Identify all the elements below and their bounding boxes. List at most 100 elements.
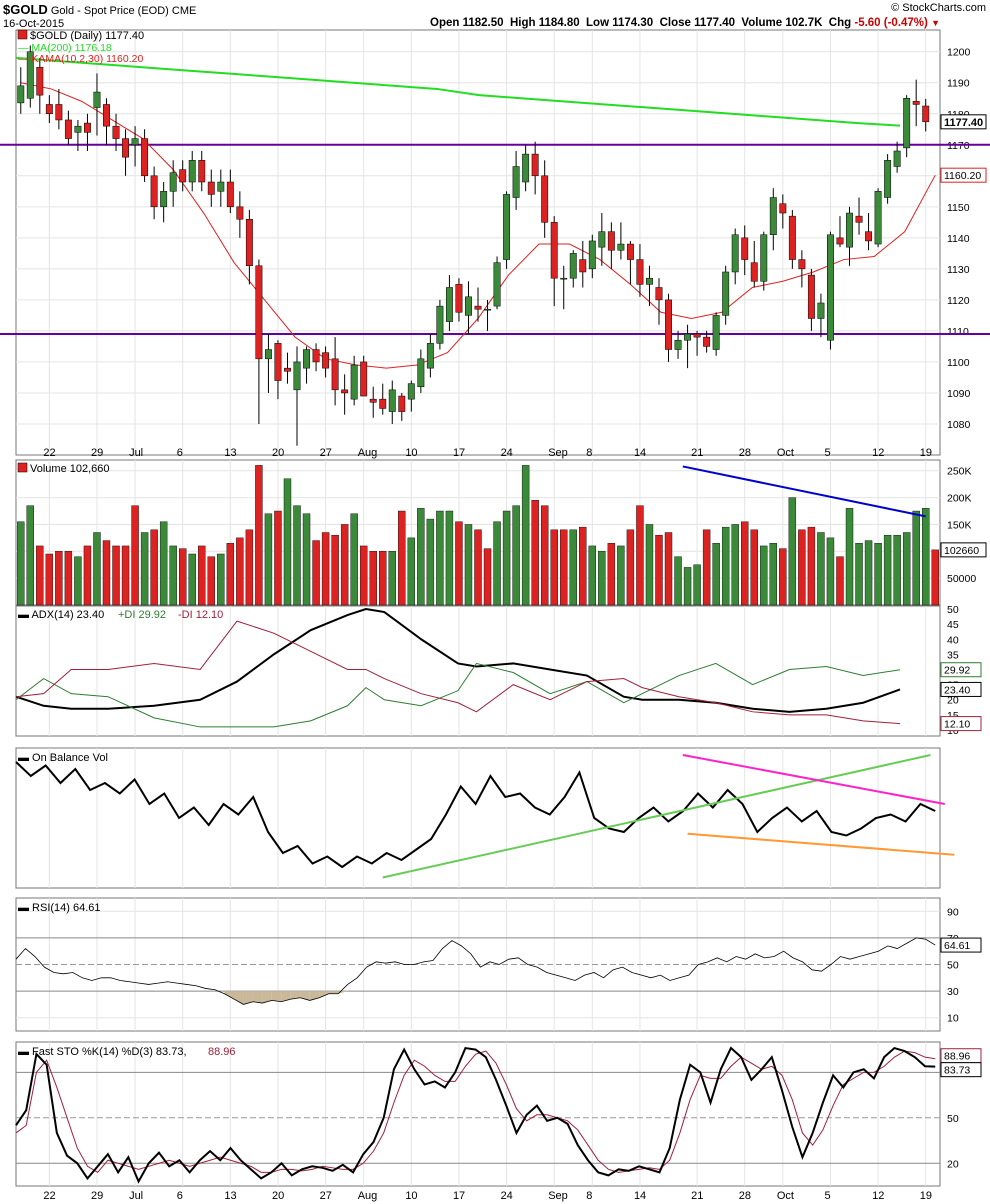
volume-bar <box>588 545 597 606</box>
adx-tick-label: 45 <box>947 619 959 631</box>
candle-body <box>160 191 168 208</box>
candle-body <box>388 389 396 412</box>
volume-bar <box>521 465 530 606</box>
candle-body <box>836 237 844 245</box>
volume-bar <box>617 545 625 606</box>
volume-bar <box>626 529 635 606</box>
volume-bar <box>264 513 273 606</box>
adx-last-box <box>940 716 982 732</box>
volume-bar <box>598 551 606 606</box>
volume-bar <box>74 556 82 606</box>
x-tick-label: 13 <box>224 447 236 459</box>
price-tick-label: 1120 <box>947 295 970 307</box>
x-tick-label: Oct <box>777 447 794 459</box>
volume-bar <box>455 521 463 606</box>
adx-line <box>15 607 901 713</box>
rsi-tick-label: 30 <box>947 986 959 998</box>
candle-body <box>503 194 511 260</box>
candle-body <box>827 234 834 341</box>
obv-line <box>15 761 936 869</box>
volume-bar <box>407 537 416 606</box>
candle-body <box>884 160 892 198</box>
volume-bar <box>721 526 730 606</box>
candle-body <box>693 333 701 338</box>
volume-bar <box>64 551 73 606</box>
sto-last-label: 88.96 <box>944 1051 970 1063</box>
volume-bar <box>750 529 758 606</box>
low-value: 1174.30 <box>612 17 654 29</box>
adx-last-box <box>940 681 982 697</box>
volume-bar <box>779 548 787 606</box>
bottom-x-tick-label: 29 <box>91 1190 103 1202</box>
candle-body <box>712 315 720 350</box>
volume-bar <box>883 534 892 606</box>
x-tick-label: Jul <box>129 447 143 459</box>
volume-bar <box>636 505 644 606</box>
panel-frame-adx <box>15 605 941 737</box>
bottom-x-tick-label: 28 <box>739 1190 751 1202</box>
adx-tick-label: 15 <box>947 710 959 722</box>
candle-body <box>341 389 349 394</box>
volume-bar <box>140 532 149 606</box>
volume-bar <box>388 551 396 606</box>
candle-body <box>445 287 453 322</box>
candle-body <box>493 262 501 307</box>
kama-last-box <box>940 167 987 183</box>
candle-body <box>207 181 215 195</box>
volume-bar <box>655 534 663 606</box>
bottom-x-tick-label: 5 <box>824 1190 830 1202</box>
candle-body <box>798 259 806 270</box>
sto-d-legend: 88.96 <box>208 1046 236 1058</box>
candle-body <box>188 160 196 183</box>
candle-body <box>817 302 825 319</box>
volume-bar <box>340 524 349 606</box>
x-tick-label: 28 <box>739 447 751 459</box>
volume-bar <box>817 532 825 606</box>
candle-body <box>245 218 253 267</box>
rsi-oversold-fill <box>290 991 301 1000</box>
rsi-tick-label: 10 <box>947 1013 959 1025</box>
adx-tick-label: 50 <box>947 604 959 616</box>
plus-di-legend: +DI 29.92 <box>118 609 166 621</box>
candle-body <box>217 181 225 192</box>
brand-label: © StockCharts.com <box>891 2 986 14</box>
adx-last-label: 29.92 <box>944 665 970 677</box>
volume-tick-label: 200K <box>947 493 972 505</box>
rsi-oversold-fill <box>281 991 291 1002</box>
candle-body <box>55 104 63 121</box>
rsi-oversold-fill <box>271 991 282 1002</box>
candle-body <box>379 398 387 409</box>
volume-last-box <box>940 542 987 558</box>
volume-bar <box>836 556 844 606</box>
candle-body <box>655 287 663 301</box>
candle-body <box>874 191 882 245</box>
bottom-x-tick-label: 21 <box>691 1190 703 1202</box>
low-label: Low <box>586 17 610 29</box>
obv-green-trendline <box>382 754 931 879</box>
volume-bar <box>436 510 444 606</box>
candle-body <box>922 105 930 123</box>
volume-bar <box>902 532 911 606</box>
adx-last-box <box>940 662 982 678</box>
candle-body <box>569 253 577 279</box>
candle-body <box>293 361 301 391</box>
volume-bar <box>17 521 25 606</box>
rsi-oversold-fill <box>243 991 253 1005</box>
volume-bar <box>150 529 158 606</box>
bottom-x-tick-label: 8 <box>586 1190 592 1202</box>
volume-bar <box>274 510 282 606</box>
chg-label: Chg <box>828 17 852 29</box>
volume-bar <box>179 548 187 606</box>
volume-bar <box>540 505 549 606</box>
last-price-label: 1177.40 <box>944 117 983 129</box>
volume-bar <box>560 529 568 606</box>
volume-label: Volume <box>741 17 783 29</box>
volume-tick-label: 50000 <box>947 573 976 585</box>
x-tick-label: Sep <box>548 447 568 459</box>
sto-last-box <box>940 1062 982 1078</box>
bottom-x-tick-label: 6 <box>177 1190 183 1202</box>
volume-bar <box>579 526 587 606</box>
candle-body <box>17 85 25 104</box>
volume-bar <box>893 534 901 606</box>
chart-header-left: $GOLD Gold - Spot Price (EOD) CME 16-Oct… <box>3 2 196 30</box>
